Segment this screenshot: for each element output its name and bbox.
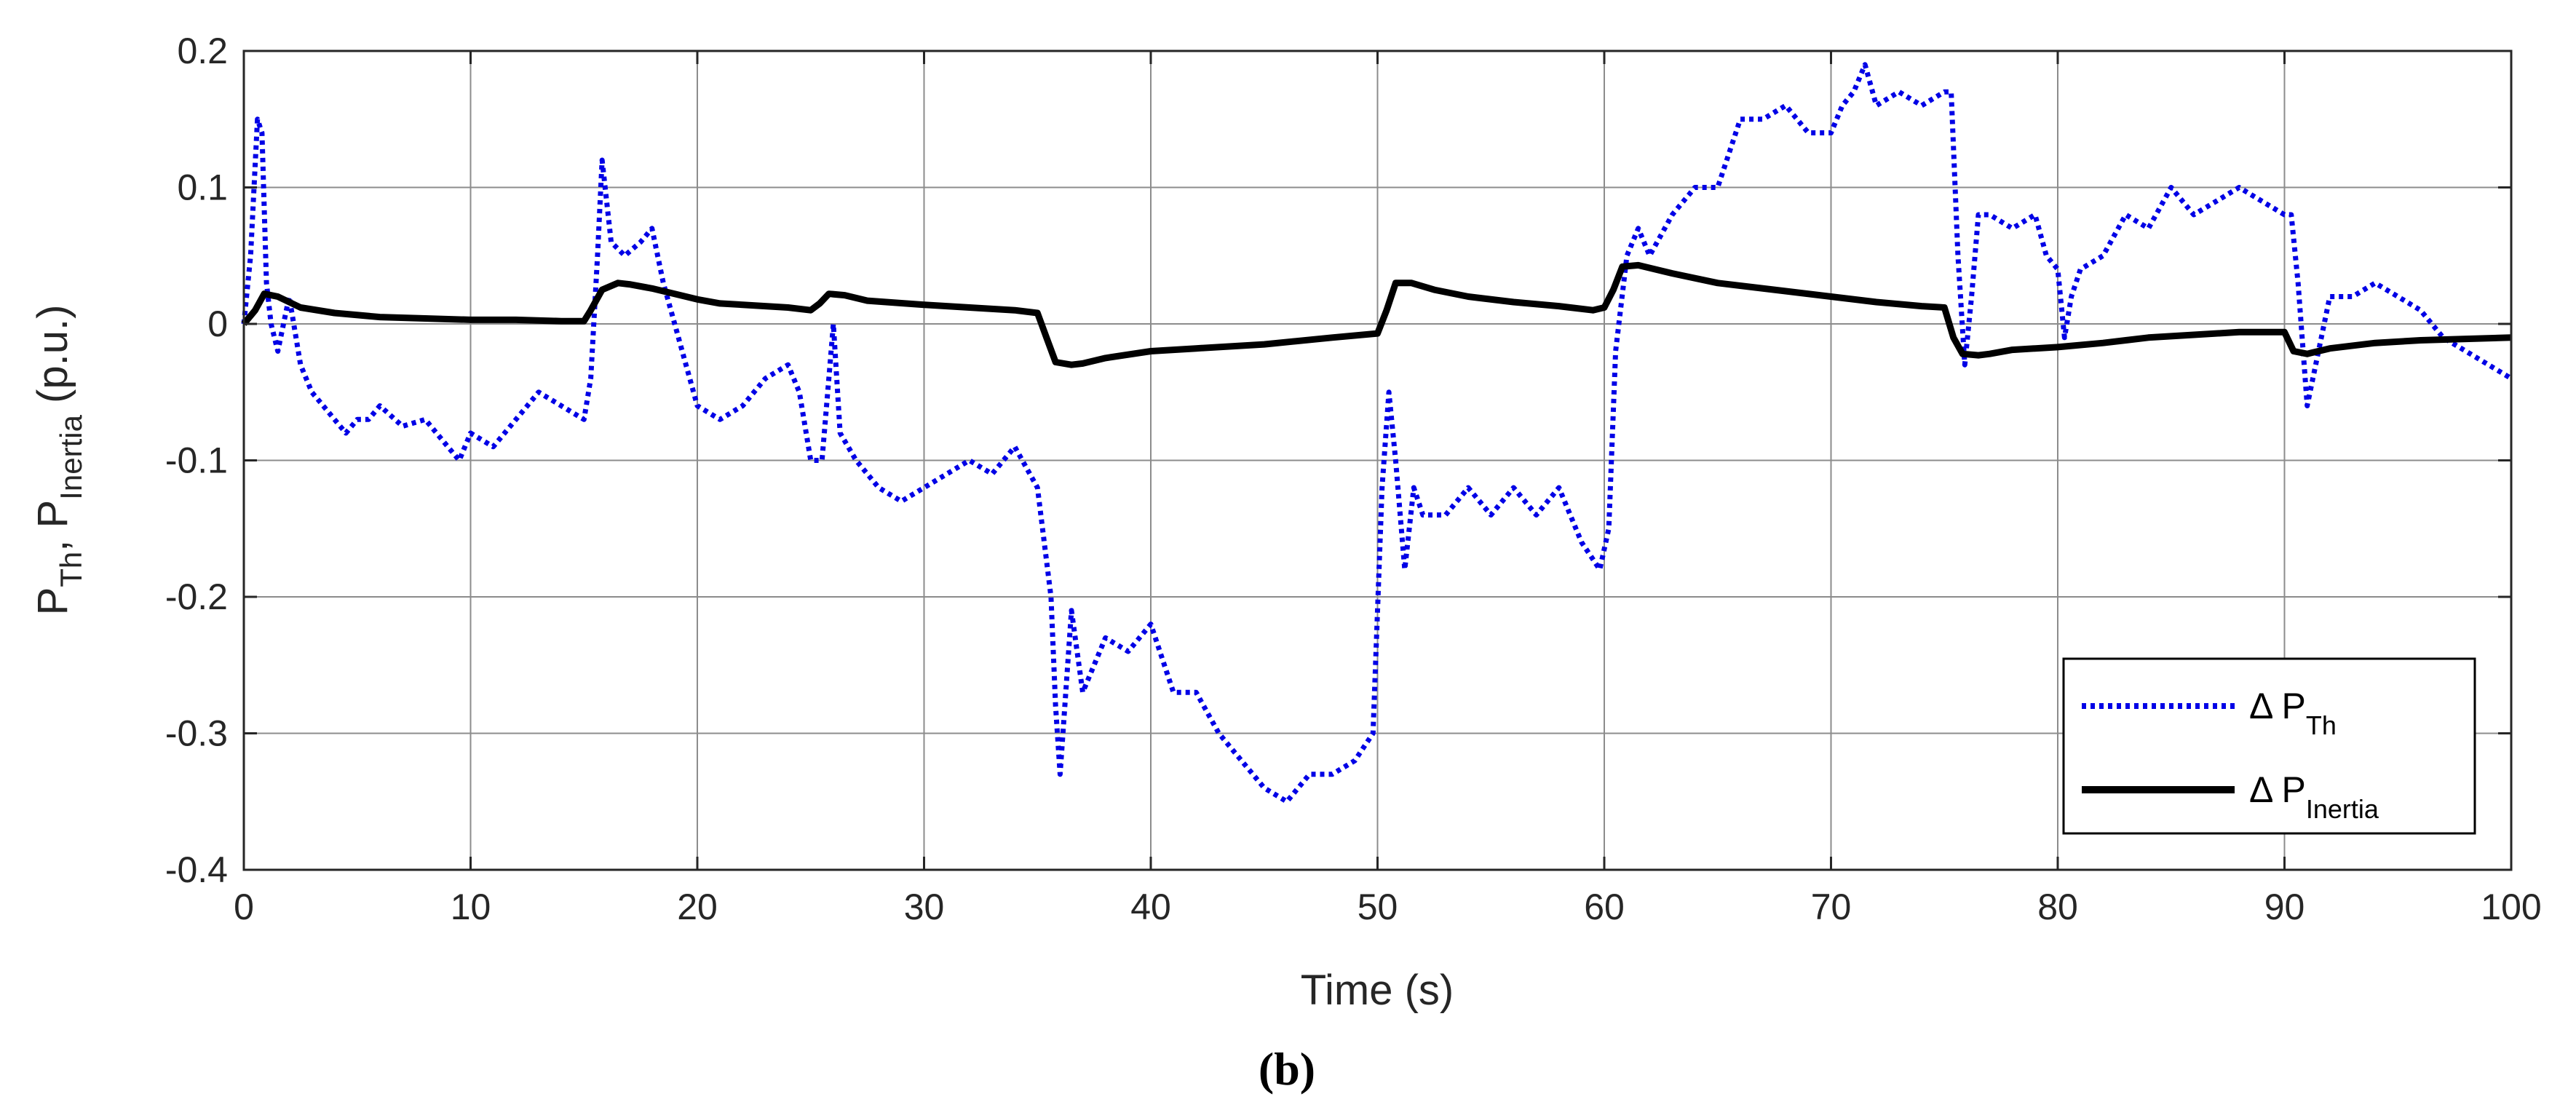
plot-frame	[242, 49, 2513, 871]
y-tick-label: 0.1	[177, 167, 228, 208]
y-tick-label: 0	[207, 304, 228, 344]
x-axis-title: Time (s)	[1301, 967, 1454, 1014]
x-tick-label: 70	[1811, 887, 1852, 927]
x-tick-label: 90	[2264, 887, 2305, 927]
legend-box	[2062, 657, 2476, 835]
x-tick-label: 10	[451, 887, 491, 927]
x-tick-label: 0	[234, 887, 254, 927]
figure-caption: (b)	[1259, 1043, 1315, 1095]
x-tick-label: 80	[2037, 887, 2078, 927]
legend-label-dp-inertia: Δ PInertia	[2249, 769, 2379, 824]
x-tick-label: 20	[677, 887, 718, 927]
x-tick-label: 100	[2481, 887, 2541, 927]
x-tick-label: 30	[904, 887, 945, 927]
legend: Δ PTh Δ PInertia	[2062, 657, 2476, 835]
y-axis-title: PTh, PInertia (p.u.)	[29, 305, 88, 616]
x-tick-label: 40	[1130, 887, 1171, 927]
series-line-dp-th	[241, 62, 2513, 804]
ticks-layer: 0 10 20 30 40 50 60 70 80 90 100 -0.4 -0.3 -0.2 -0.1 0 0…	[165, 31, 2542, 927]
y-tick-label: -0.4	[165, 849, 228, 890]
y-tick-label: -0.1	[165, 440, 228, 481]
x-tick-label: 60	[1584, 887, 1625, 927]
legend-label-dp-th: Δ PTh	[2249, 686, 2337, 740]
x-tick-label: 50	[1358, 887, 1398, 927]
y-tick-label: -0.2	[165, 576, 228, 617]
y-tick-label: 0.2	[177, 31, 228, 71]
series-layer	[241, 62, 2513, 804]
y-tick-label: -0.3	[165, 713, 228, 754]
series-line-dp-inertia	[241, 261, 2512, 368]
